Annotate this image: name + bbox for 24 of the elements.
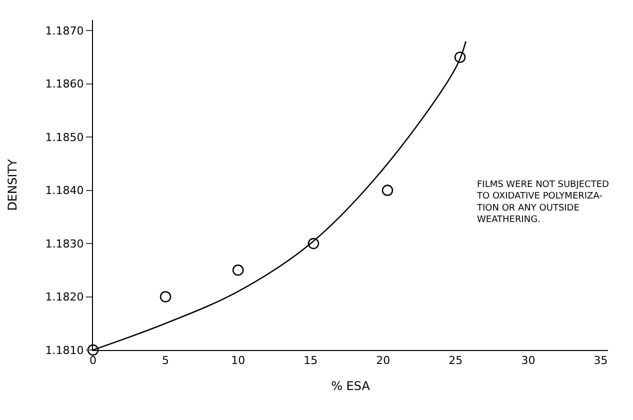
point [87,344,99,356]
point [454,52,466,63]
x-tick-label: 5 [162,354,170,368]
y-tick-label: 1.1850 [45,130,84,144]
annotation: FILMS WERE NOT SUBJECTED TO OXIDATIVE POLYMERIZA- TION OR ANY OUTSIDE WEATHERING. [476,180,610,226]
y-tick-label: 1.1860 [45,78,84,91]
x-tick-label: 0 [90,354,96,368]
y-tick-label: 1.1820 [45,290,84,304]
x-tick-label: 10 [231,354,246,368]
x-axis-title: % ESA [331,379,371,394]
x-tick-label: 20 [376,354,390,368]
y-tick-label: 1.1870 [45,24,84,38]
y-tick-label: 1.1830 [45,237,84,250]
x-tick-label: 30 [521,354,536,368]
point [232,264,244,276]
x-tick-label: 15 [304,354,318,368]
y-axis-title: DENSITY [6,158,20,211]
point [382,184,394,196]
y-tick-label: 1.1840 [45,184,84,198]
x-tick-label: 35 [594,354,608,368]
point [308,238,320,250]
x-tick-label: 25 [448,354,463,368]
point [160,291,172,302]
y-tick-label: 1.1810 [45,344,84,357]
